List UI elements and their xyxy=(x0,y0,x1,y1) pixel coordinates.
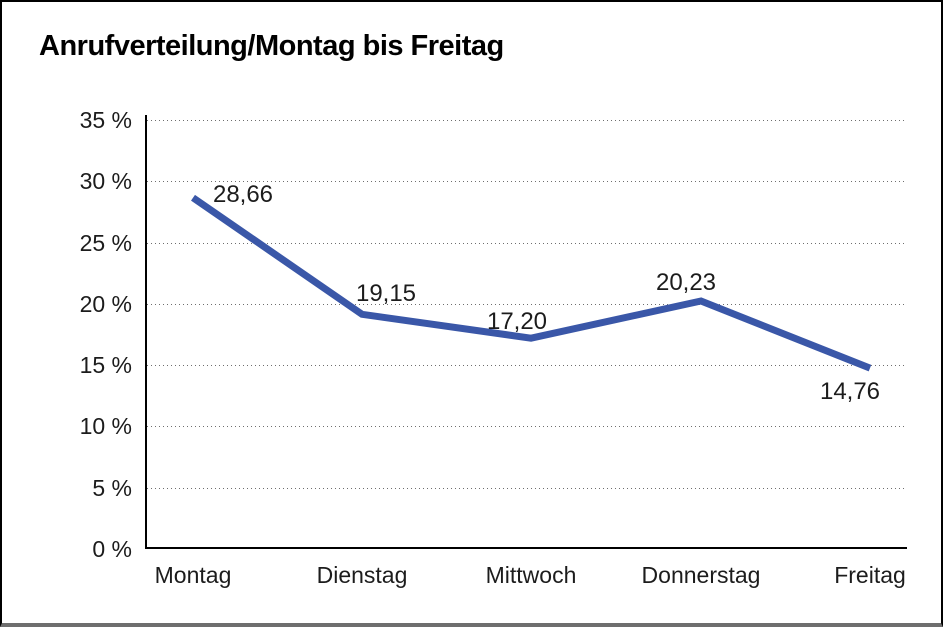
x-axis-category-label: Mittwoch xyxy=(485,562,577,588)
x-axis-category-label: Montag xyxy=(154,562,232,588)
data-point-label: 17,20 xyxy=(486,308,548,335)
x-axis-category-label: Donnerstag xyxy=(641,562,761,588)
data-point-label: 14,76 xyxy=(819,378,881,405)
data-line xyxy=(191,194,872,372)
y-axis-tick-label: 20 % xyxy=(79,291,132,317)
y-axis-tick-label: 35 % xyxy=(79,107,132,133)
y-axis-tick-label: 15 % xyxy=(79,352,132,378)
y-axis-tick-label: 30 % xyxy=(79,168,132,194)
y-axis-tick-label: 0 % xyxy=(92,536,132,562)
y-axis-tick-label: 25 % xyxy=(79,230,132,256)
y-axis-tick-label: 10 % xyxy=(79,413,132,439)
chart-title: Anrufverteilung/Montag bis Freitag xyxy=(39,30,504,62)
x-axis-category-label: Dienstag xyxy=(316,562,408,588)
y-axis-tick-label: 5 % xyxy=(92,475,132,501)
gridline xyxy=(147,488,907,489)
line-series-path xyxy=(191,194,872,372)
x-axis-category-label: Freitag xyxy=(834,562,906,588)
gridline xyxy=(147,426,907,427)
plot-area: 28,66 19,15 17,20 20,23 14,76 xyxy=(145,115,907,549)
gridline xyxy=(147,120,907,121)
gridline xyxy=(147,181,907,182)
gridline xyxy=(147,365,907,366)
gridline xyxy=(147,243,907,244)
data-point-label: 28,66 xyxy=(212,181,274,208)
gridline xyxy=(147,304,907,305)
data-point-label: 20,23 xyxy=(655,269,717,296)
data-point-label: 19,15 xyxy=(355,280,417,307)
